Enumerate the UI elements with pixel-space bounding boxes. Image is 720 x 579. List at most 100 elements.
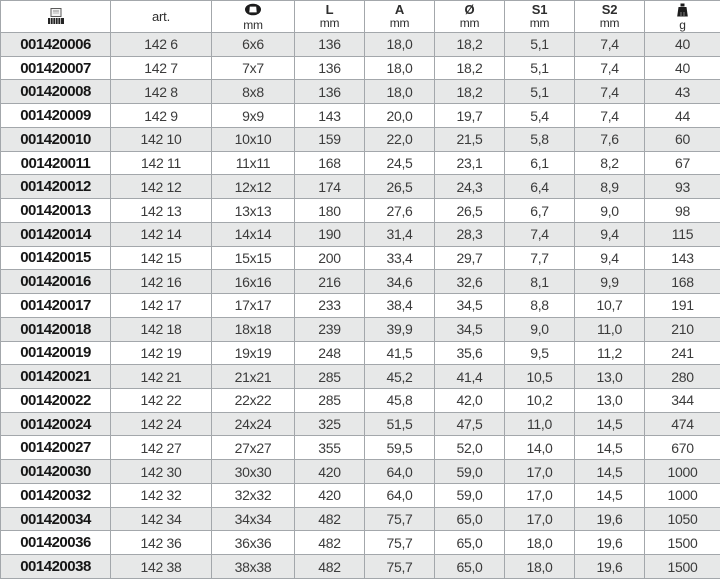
cell-diameter: 65,0 [434,554,505,579]
cell-weight: 40 [644,32,720,57]
cell-s1: 17,0 [504,482,575,508]
cell-ean: 001420036 [0,530,111,556]
cell-ean: 001420010 [0,126,111,152]
cell-weight: 98 [644,198,720,223]
cell-s1: 18,0 [504,530,575,556]
cell-a: 27,6 [364,198,435,223]
cell-art: 142 10 [110,126,212,152]
cell-size: 19x19 [211,340,295,366]
cell-weight: 1500 [644,530,720,556]
cell-a: 38,4 [364,293,435,318]
cell-weight: 67 [644,150,720,176]
cell-s1: 6,1 [504,150,575,176]
column-header-weight-unit: g [679,18,686,32]
cell-a: 18,0 [364,55,435,81]
cell-art: 142 21 [110,364,212,390]
cell-weight: 40 [644,55,720,81]
table-header: art. mm L mm A mm [0,0,720,33]
cell-ean: 001420009 [0,103,111,128]
cell-length: 285 [294,388,365,413]
cell-s2: 9,9 [574,269,645,295]
table-row: 001420013 142 13 13x13 180 27,6 26,5 6,7 9,0 98 [0,198,720,223]
cell-size: 16x16 [211,269,295,295]
table-row: 001420009 142 9 9x9 143 20,0 19,7 5,4 7,4 44 [0,103,720,128]
cell-weight: 168 [644,269,720,295]
table-row: 001420018 142 18 18x18 239 39,9 34,5 9,0 11,0 21… [0,316,720,342]
cell-s1: 9,0 [504,316,575,342]
cell-s1: 17,0 [504,459,575,484]
cell-length: 190 [294,221,365,247]
cell-art: 142 34 [110,506,212,532]
cell-size: 14x14 [211,221,295,247]
cell-art: 142 32 [110,482,212,508]
cell-a: 75,7 [364,530,435,556]
cell-ean: 001420017 [0,293,111,318]
cell-length: 239 [294,316,365,342]
cell-s2: 19,6 [574,554,645,579]
cell-s2: 13,0 [574,388,645,413]
cell-art: 142 8 [110,79,212,105]
cell-a: 45,8 [364,388,435,413]
cell-length: 355 [294,435,365,461]
cell-length: 136 [294,32,365,57]
cell-size: 7x7 [211,55,295,81]
cell-ean: 001420019 [0,340,111,366]
table-row: 001420010 142 10 10x10 159 22,0 21,5 5,8 7,6 60 [0,126,720,152]
cell-weight: 1000 [644,459,720,484]
cell-s2: 14,5 [574,482,645,508]
cell-ean: 001420012 [0,174,111,200]
cell-a: 75,7 [364,554,435,579]
cell-s1: 8,1 [504,269,575,295]
cell-size: 12x12 [211,174,295,200]
cell-art: 142 16 [110,269,212,295]
cell-diameter: 41,4 [434,364,505,390]
cell-s2: 14,5 [574,411,645,437]
cell-s1: 9,5 [504,340,575,366]
cell-length: 248 [294,340,365,366]
cell-a: 45,2 [364,364,435,390]
cell-size: 21x21 [211,364,295,390]
cell-ean: 001420008 [0,79,111,105]
cell-ean: 001420007 [0,55,111,81]
cell-length: 136 [294,55,365,81]
cell-ean: 001420006 [0,32,111,57]
cell-a: 24,5 [364,150,435,176]
table-row: 001420021 142 21 21x21 285 45,2 41,4 10,5 13,0 2… [0,364,720,390]
cell-diameter: 47,5 [434,411,505,437]
table-row: 001420038 142 38 38x38 482 75,7 65,0 18,0 19,6 1… [0,554,720,579]
cell-length: 482 [294,506,365,532]
cell-ean: 001420018 [0,316,111,342]
cell-s2: 7,4 [574,79,645,105]
cell-ean: 001420013 [0,198,111,223]
cell-s1: 5,4 [504,103,575,128]
cell-art: 142 19 [110,340,212,366]
cell-weight: 44 [644,103,720,128]
cell-length: 482 [294,554,365,579]
cell-ean: 001420015 [0,245,111,271]
cell-a: 20,0 [364,103,435,128]
table-row: 001420007 142 7 7x7 136 18,0 18,2 5,1 7,4 40 [0,55,720,81]
cell-s2: 7,4 [574,55,645,81]
cell-length: 174 [294,174,365,200]
column-header-size-unit: mm [243,18,263,32]
cell-ean: 001420038 [0,554,111,579]
cell-diameter: 34,5 [434,316,505,342]
cell-a: 41,5 [364,340,435,366]
cell-s1: 10,2 [504,388,575,413]
cell-a: 31,4 [364,221,435,247]
table-row: 001420016 142 16 16x16 216 34,6 32,6 8,1 9,9 168 [0,269,720,295]
cell-diameter: 29,7 [434,245,505,271]
column-header-diameter: Ø mm [434,0,505,33]
table-row: 001420012 142 12 12x12 174 26,5 24,3 6,4 8,9 93 [0,174,720,200]
cell-diameter: 52,0 [434,435,505,461]
cell-a: 26,5 [364,174,435,200]
cell-art: 142 36 [110,530,212,556]
cell-length: 420 [294,482,365,508]
table-row: 001420036 142 36 36x36 482 75,7 65,0 18,0 19,6 1… [0,530,720,556]
cell-a: 18,0 [364,79,435,105]
cell-size: 30x30 [211,459,295,484]
cell-s2: 14,5 [574,459,645,484]
cell-s1: 10,5 [504,364,575,390]
cell-length: 420 [294,459,365,484]
cell-length: 143 [294,103,365,128]
